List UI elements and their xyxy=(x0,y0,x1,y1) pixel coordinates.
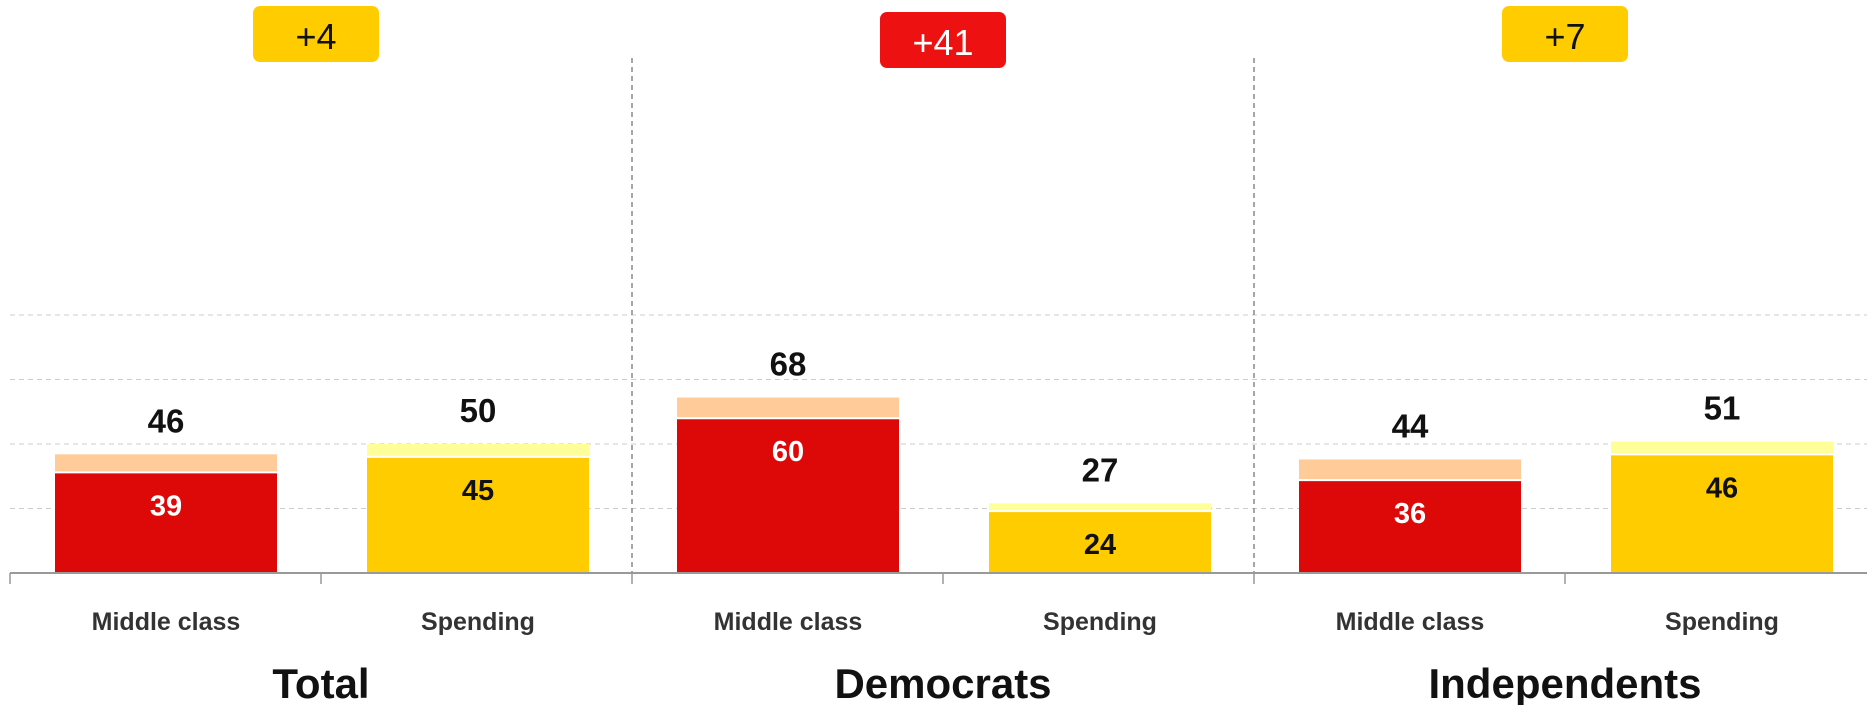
bar-base-label: 36 xyxy=(1394,498,1426,530)
bar-base-label: 45 xyxy=(462,475,494,507)
bar-base xyxy=(1611,454,1833,573)
category-label: Spending xyxy=(1043,608,1157,636)
bar-total-label: 50 xyxy=(460,392,497,429)
bar-base xyxy=(989,511,1211,573)
net-badge xyxy=(880,12,1006,68)
bar-top xyxy=(55,454,277,473)
bar-top xyxy=(989,503,1211,512)
bar-base-label: 60 xyxy=(772,436,804,468)
category-label: Spending xyxy=(1665,608,1779,636)
net-badge-label: +41 xyxy=(912,22,973,63)
group-label: Democrats xyxy=(834,660,1051,705)
bar-total-label: 68 xyxy=(770,346,807,383)
bar-base xyxy=(677,418,899,573)
category-label: Middle class xyxy=(1336,608,1485,636)
bar-base-label: 46 xyxy=(1706,472,1738,504)
net-badge xyxy=(253,6,379,62)
bar-total-label: 51 xyxy=(1704,389,1741,426)
bar-total-label: 44 xyxy=(1392,407,1429,444)
bar-base-label: 24 xyxy=(1084,529,1116,561)
category-label: Middle class xyxy=(92,608,241,636)
bar-top xyxy=(677,397,899,419)
net-badge-label: +7 xyxy=(1544,16,1585,57)
group-label: Total xyxy=(272,660,369,705)
category-label: Spending xyxy=(421,608,535,636)
bar-top xyxy=(1611,441,1833,455)
bar-top xyxy=(1299,459,1521,481)
bar-total-label: 46 xyxy=(148,402,185,439)
bar-base xyxy=(1299,480,1521,573)
net-badge xyxy=(1502,6,1628,62)
bar-base xyxy=(55,472,277,573)
group-label: Independents xyxy=(1428,660,1701,705)
net-badge-label: +4 xyxy=(295,16,336,57)
bar-total-label: 27 xyxy=(1082,451,1119,488)
bar-top xyxy=(367,444,589,457)
category-label: Middle class xyxy=(714,608,863,636)
bar-base xyxy=(367,456,589,573)
bar-base-label: 39 xyxy=(150,490,182,522)
